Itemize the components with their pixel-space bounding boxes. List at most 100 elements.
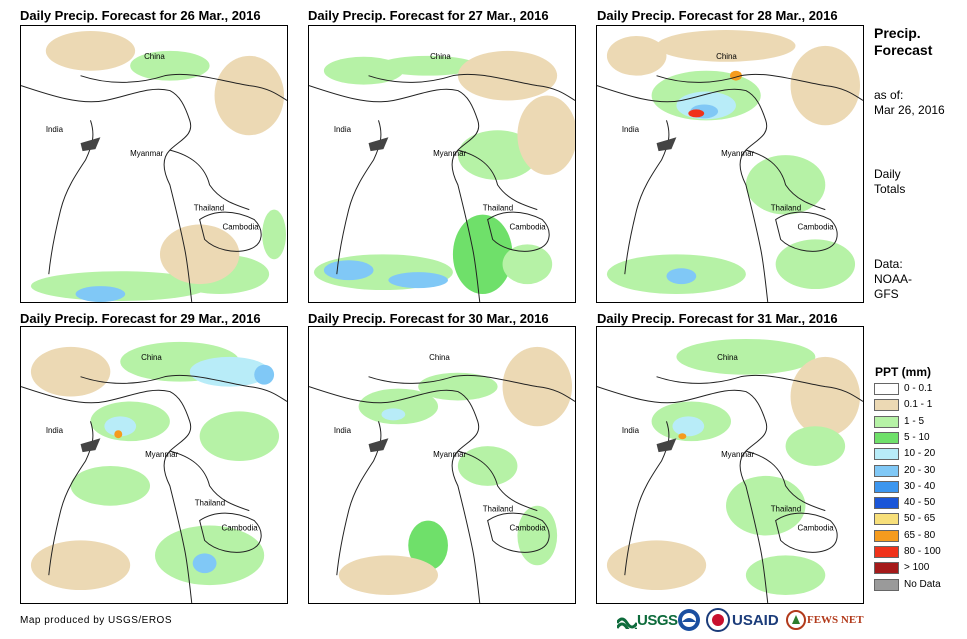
credit-text: Map produced by USGS/EROS: [20, 615, 173, 626]
precip-area: [676, 338, 816, 375]
precip-area: [457, 50, 558, 101]
country-border: [745, 450, 826, 512]
map-panel-1: China India Myanmar Thailand Cambodia: [20, 25, 288, 303]
legend-swatch: [874, 529, 899, 542]
country-label-myanmar: Myanmar: [145, 450, 178, 459]
country-label-thailand: Thailand: [483, 204, 513, 213]
legend-swatch: [874, 399, 899, 412]
legend-swatch: [874, 546, 899, 558]
coastline: [368, 438, 389, 453]
coastline: [656, 137, 677, 152]
coastline: [368, 137, 389, 152]
usgs-logo: USGS: [617, 608, 678, 632]
legend-swatch: [874, 464, 899, 477]
precip-area: [726, 475, 806, 536]
precip-area: [104, 416, 137, 437]
precip-area: [130, 50, 210, 81]
country-label-cambodia: Cambodia: [221, 524, 258, 533]
precip-area: [323, 260, 374, 281]
country-border: [368, 374, 575, 402]
coastline: [80, 438, 101, 453]
legend-label: 1 - 5: [904, 415, 925, 427]
fewsnet-icon: [786, 610, 806, 630]
precip-area: [457, 446, 518, 486]
precip-area: [678, 433, 687, 440]
panel-title-1: Daily Precip. Forecast for 26 Mar., 2016: [20, 8, 261, 23]
usgs-wave-icon: [617, 617, 637, 629]
fewsnet-logo-text: FEWS NET: [807, 614, 864, 626]
precip-area: [517, 505, 558, 566]
daily-line1: Daily: [874, 167, 901, 181]
country-border: [368, 73, 575, 101]
legend-swatch: [874, 497, 899, 510]
country-border: [656, 374, 863, 402]
country-label-china: China: [141, 353, 162, 362]
legend-swatch: [874, 415, 899, 428]
precip-area: [745, 555, 826, 596]
asof-label: as of:: [874, 88, 904, 102]
precip-area: [30, 346, 111, 397]
usaid-logo: USAID: [706, 608, 779, 632]
panel-title-6: Daily Precip. Forecast for 31 Mar., 2016: [597, 311, 838, 326]
legend-label: 0 - 0.1: [904, 383, 933, 394]
precip-area: [656, 30, 796, 62]
country-border: [487, 512, 550, 553]
legend-label: > 100: [904, 562, 930, 574]
country-label-china: China: [716, 52, 737, 61]
map-panel-6: China India Myanmar Thailand Cambodia: [596, 326, 864, 604]
legend-swatch: [874, 578, 899, 591]
sidebar-data: Data: NOAA- GFS: [874, 257, 912, 302]
country-border: [775, 512, 838, 553]
precip-area: [672, 416, 705, 437]
country-label-myanmar: Myanmar: [433, 149, 466, 158]
legend-swatch: [874, 431, 899, 444]
country-label-india: India: [622, 426, 640, 435]
legend-label: 10 - 20: [904, 448, 936, 460]
country-label-thailand: Thailand: [195, 499, 225, 508]
daily-line2: Totals: [874, 182, 906, 196]
country-label-thailand: Thailand: [771, 505, 801, 514]
precip-area: [254, 364, 275, 385]
legend-swatch: [874, 480, 899, 493]
precip-area: [502, 244, 553, 285]
sidebar-title-line1: Precip.: [874, 25, 921, 41]
country-label-myanmar: Myanmar: [130, 149, 163, 158]
usaid-seal-icon: [706, 608, 730, 632]
legend-title: PPT (mm): [875, 365, 932, 379]
country-border: [656, 73, 863, 101]
precip-area: [338, 555, 439, 596]
precip-area: [408, 520, 448, 571]
legend-label: 80 - 100: [904, 546, 941, 557]
country-label-india: India: [622, 125, 640, 134]
country-label-india: India: [334, 426, 352, 435]
panel-title-3: Daily Precip. Forecast for 28 Mar., 2016: [597, 8, 838, 23]
usgs-logo-text: USGS: [637, 611, 678, 629]
precip-area: [70, 465, 151, 506]
country-border: [457, 149, 538, 211]
country-border: [309, 85, 481, 302]
country-label-india: India: [334, 125, 352, 134]
precip-area: [666, 268, 697, 285]
country-border: [597, 85, 769, 302]
country-border: [21, 85, 193, 302]
country-label-china: China: [144, 52, 165, 61]
country-border: [21, 386, 193, 603]
country-border: [199, 512, 262, 553]
country-border: [199, 211, 262, 252]
precip-area: [457, 130, 538, 180]
precip-area: [606, 540, 707, 591]
usaid-logo-text: USAID: [732, 611, 779, 629]
map-panel-4: China India Myanmar Thailand Cambodia: [20, 326, 288, 604]
country-border: [457, 450, 538, 512]
precip-area: [159, 224, 240, 285]
data-line1: Data:: [874, 257, 903, 271]
precip-area: [358, 388, 439, 425]
legend-swatch: [874, 448, 899, 461]
precip-area: [75, 286, 126, 302]
sidebar-title-line2: Forecast: [874, 42, 933, 58]
map-panel-5: China India Myanmar Thailand Cambodia: [308, 326, 576, 604]
sidebar-asof: as of: Mar 26, 2016: [874, 88, 945, 118]
coastline: [656, 438, 677, 453]
precip-area: [775, 239, 856, 290]
country-border: [487, 211, 550, 252]
